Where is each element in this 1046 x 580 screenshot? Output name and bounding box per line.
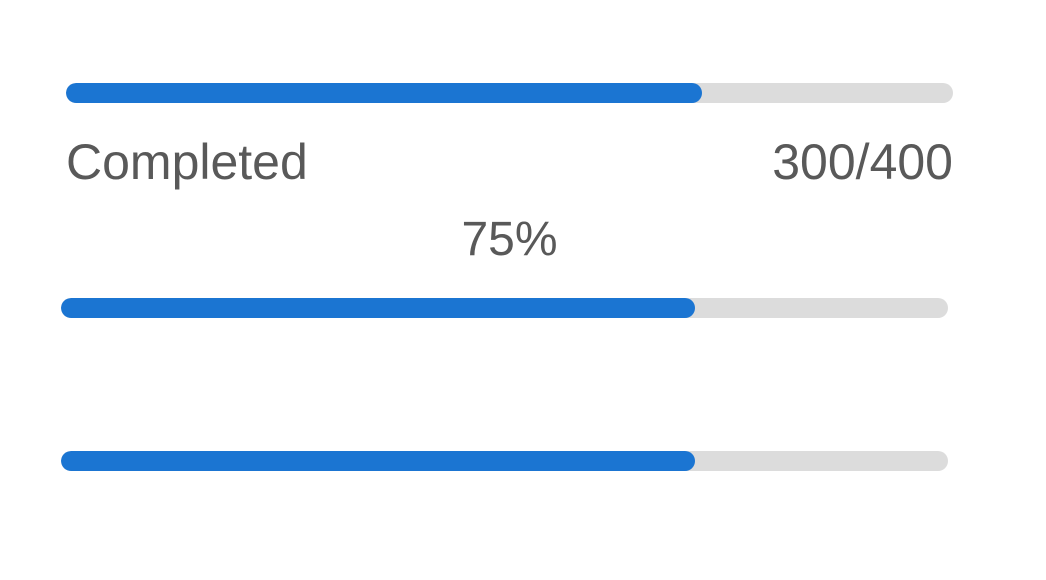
progress-track-3 bbox=[61, 451, 948, 471]
progress-label-row: Completed 300/400 bbox=[66, 132, 953, 192]
progress-track-completed bbox=[66, 83, 953, 103]
progress-fill-2 bbox=[61, 298, 696, 318]
progress-value: 300/400 bbox=[772, 134, 953, 190]
progress-fill-3 bbox=[61, 451, 696, 471]
progress-fill-completed bbox=[66, 83, 702, 103]
progress-percent: 75% bbox=[461, 213, 558, 266]
progress-track-2 bbox=[61, 298, 948, 318]
progress-label: Completed bbox=[66, 134, 308, 190]
